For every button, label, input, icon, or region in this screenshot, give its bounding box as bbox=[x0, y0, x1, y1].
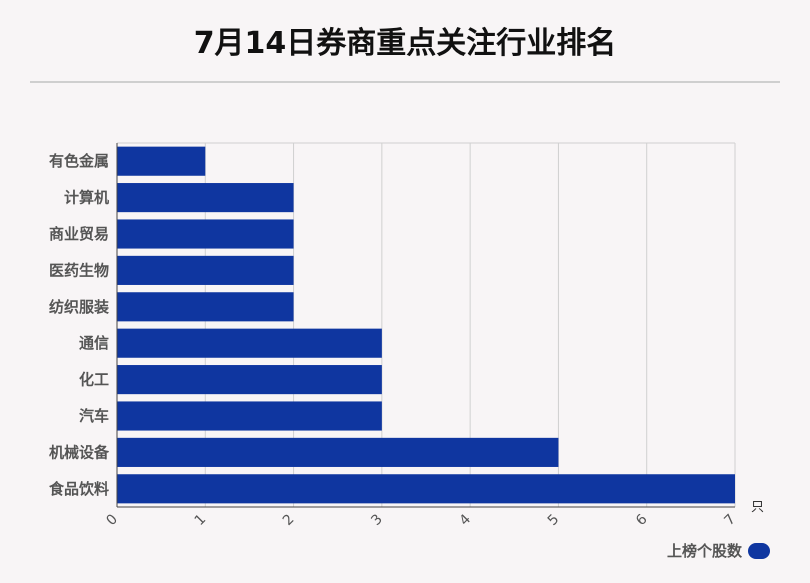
category-label-5: 通信 bbox=[79, 334, 109, 352]
legend-swatch bbox=[748, 542, 770, 559]
title-divider bbox=[30, 81, 780, 83]
x-tick-label-3: 3 bbox=[368, 511, 386, 529]
x-tick-label-1: 1 bbox=[192, 511, 210, 529]
x-tick-label-6: 6 bbox=[633, 511, 651, 529]
bar-3 bbox=[117, 255, 294, 285]
bar-5 bbox=[117, 328, 382, 358]
category-label-0: 有色金属 bbox=[49, 152, 109, 170]
category-label-8: 机械设备 bbox=[49, 443, 110, 461]
bar-8 bbox=[117, 437, 559, 467]
category-label-9: 食品饮料 bbox=[49, 480, 109, 498]
x-tick-label-0: 0 bbox=[103, 511, 121, 529]
category-label-6: 化工 bbox=[79, 371, 109, 389]
x-tick-label-2: 2 bbox=[280, 511, 298, 529]
category-label-1: 计算机 bbox=[64, 189, 109, 207]
bar-7 bbox=[117, 401, 382, 431]
bar-6 bbox=[117, 365, 382, 395]
category-label-7: 汽车 bbox=[79, 407, 109, 425]
bar-9 bbox=[117, 474, 735, 504]
bar-2 bbox=[117, 219, 294, 249]
category-label-2: 商业贸易 bbox=[49, 225, 109, 243]
legend: 上榜个股数 bbox=[667, 540, 770, 561]
legend-label: 上榜个股数 bbox=[666, 542, 742, 560]
category-label-4: 纺织服装 bbox=[49, 298, 110, 316]
x-unit-label: 只 bbox=[751, 500, 764, 515]
x-tick-label-7: 7 bbox=[721, 511, 739, 529]
bar-1 bbox=[117, 183, 294, 213]
chart-title: 7月14日券商重点关注行业排名 bbox=[193, 26, 617, 61]
x-tick-label-5: 5 bbox=[545, 511, 563, 529]
bar-4 bbox=[117, 292, 294, 322]
category-label-3: 医药生物 bbox=[49, 261, 109, 279]
x-tick-label-4: 4 bbox=[457, 511, 475, 529]
bar-0 bbox=[117, 146, 206, 176]
